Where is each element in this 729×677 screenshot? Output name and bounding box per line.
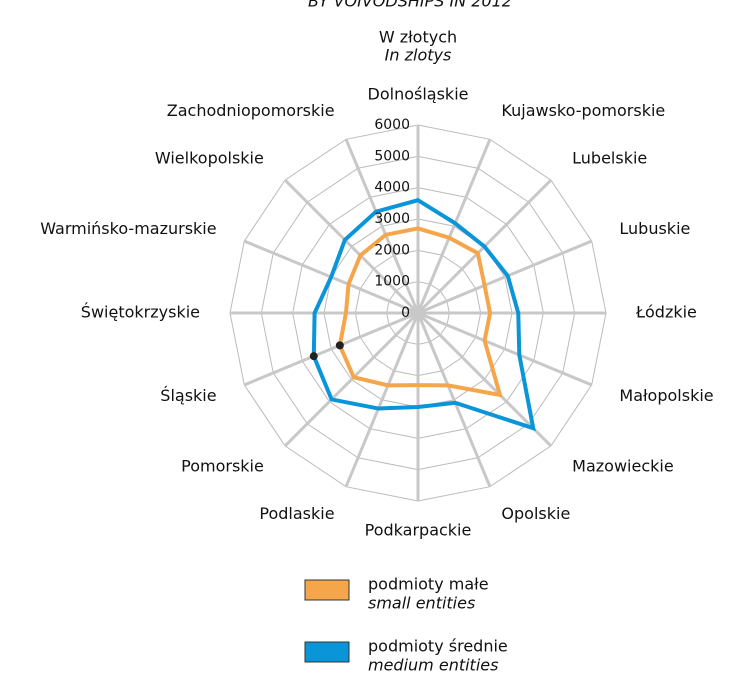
spoke [344,138,420,314]
category-label: Pomorskie [181,457,264,476]
spoke [417,311,593,387]
category-label: Małopolskie [619,386,713,405]
y-tick-label: 3000 [374,211,410,227]
spoke [417,239,593,315]
category-label: Warmińsko-mazurskie [40,219,216,238]
spoke [344,312,420,488]
spoke [284,311,420,447]
series-line [311,198,536,432]
series-line [337,226,503,398]
category-label: Dolnośląskie [368,85,469,104]
y-tick-label: 1000 [374,274,410,290]
category-label: Mazowieckie [572,457,674,476]
category-label: Zachodniopomorskie [167,101,335,120]
spoke [416,311,552,447]
spoke [416,138,492,314]
category-label: Łódzkie [635,303,697,322]
highlight-dot [335,341,344,350]
unit-label: W złotych [379,28,457,47]
category-label: Lubuskie [619,219,690,238]
unit-label-en: In zlotys [385,46,452,65]
spoke [416,312,492,488]
y-tick-label: 0 [401,305,410,321]
category-label: Podkarpackie [365,521,472,540]
chart-title: BY VOIVODSHIPS IN 2012 [308,0,512,11]
y-tick-label: 5000 [374,148,410,164]
category-label: Lubelskie [572,148,647,167]
legend-swatch [304,579,350,601]
y-tick-label: 4000 [374,180,410,196]
y-tick-label: 2000 [374,242,410,258]
legend-label-en: small entities [368,594,475,613]
legend-swatch [304,641,350,663]
spoke [284,179,420,315]
category-label: Podlaskie [259,504,334,523]
legend-label: podmioty średnie [368,637,508,656]
category-label: Opolskie [501,504,570,523]
legend-label: podmioty małe [368,575,489,594]
category-label: Świętokrzyskie [81,303,200,322]
legend-label-en: medium entities [368,656,498,675]
category-label: Śląskie [160,386,216,405]
category-label: Kujawsko-pomorskie [501,101,665,120]
highlight-dot [309,352,318,361]
y-tick-label: 6000 [374,117,410,133]
spoke [243,311,419,387]
category-label: Wielkopolskie [155,148,264,167]
